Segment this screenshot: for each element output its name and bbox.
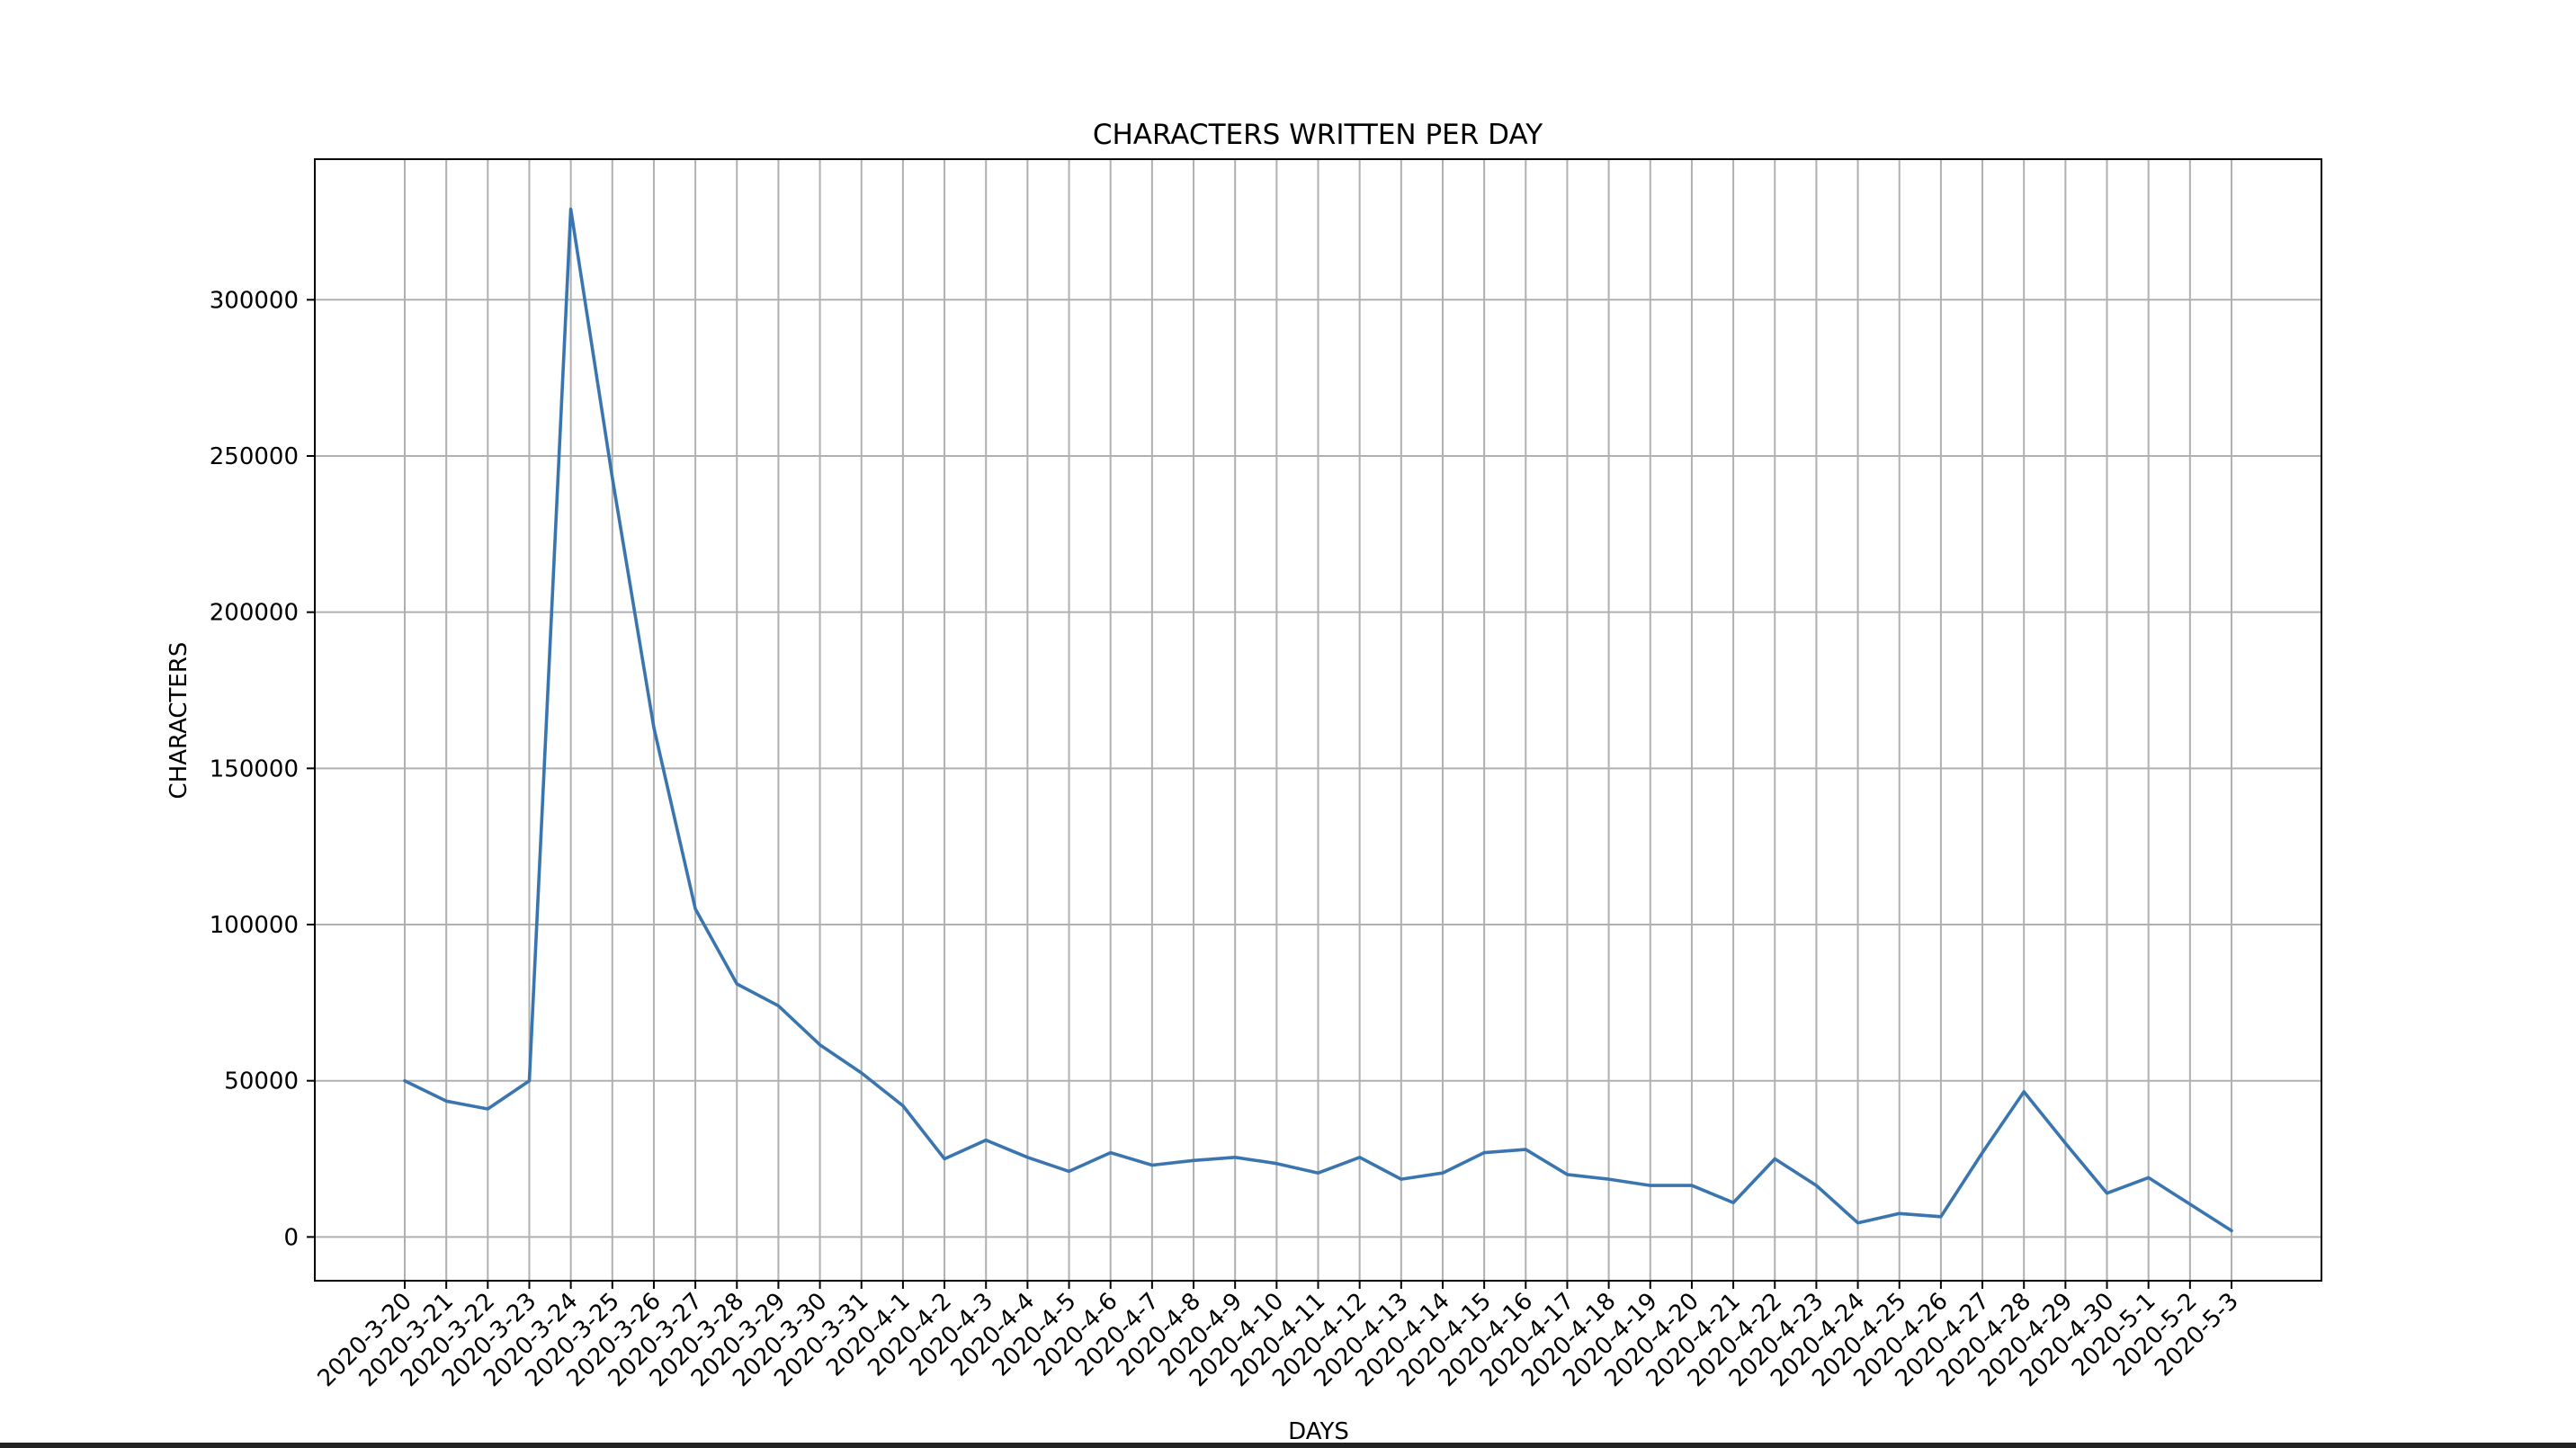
ticks: 2020-3-202020-3-212020-3-222020-3-232020…: [210, 287, 2244, 1392]
plot-frame: [314, 158, 2322, 1282]
grid: [315, 159, 2321, 1281]
series-line: [403, 207, 2233, 1233]
y-tick-label: 50000: [224, 1068, 299, 1095]
y-tick-label: 200000: [210, 600, 299, 627]
y-tick-label: 0: [283, 1224, 299, 1251]
y-tick-label: 150000: [210, 755, 299, 782]
y-tick-label: 300000: [210, 287, 299, 314]
x-axis-label: DAYS: [1288, 1418, 1349, 1445]
y-tick-label: 100000: [210, 912, 299, 939]
chart-title: CHARACTERS WRITTEN PER DAY: [1093, 119, 1543, 151]
window-bottom-edge: [0, 1443, 2576, 1448]
y-tick-label: 250000: [210, 443, 299, 470]
series-layer: [403, 207, 2233, 1233]
y-axis-label: CHARACTERS: [165, 642, 192, 800]
